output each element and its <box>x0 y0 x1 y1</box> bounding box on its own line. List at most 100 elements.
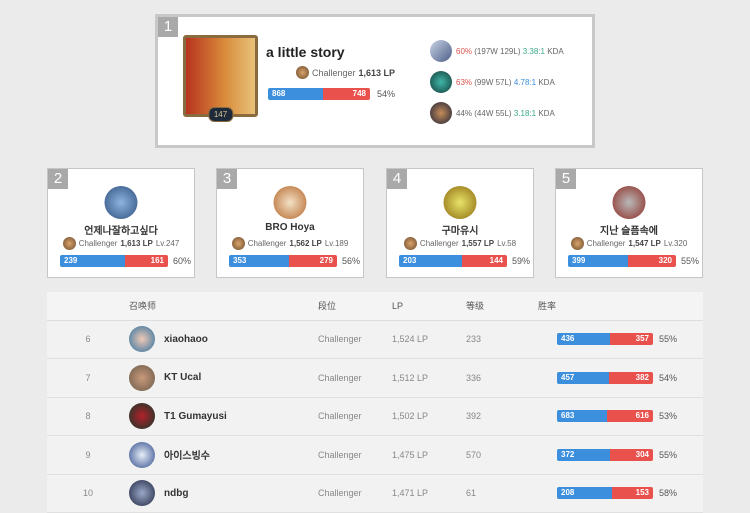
winrate: 53% <box>659 411 678 422</box>
tier-info: Challenger 1,557 LP Lv.58 <box>387 237 533 250</box>
ranking-table: 召唤师 段位 LP 等级 胜率 6 xiaohaoo Challenger 1,… <box>47 292 703 513</box>
profile-icon <box>104 186 138 219</box>
winloss-bar: 399 320 <box>568 255 676 267</box>
champion-kda: 3.38:1 <box>522 46 545 56</box>
wins-segment: 353 <box>229 255 290 267</box>
winloss-bar: 239 161 <box>60 255 168 267</box>
challenger-emblem-icon <box>231 237 245 250</box>
wins-segment: 208 <box>557 487 613 500</box>
champion-winrate: 44% <box>456 108 473 118</box>
losses-segment: 320 <box>627 255 676 267</box>
rank-badge: 5 <box>556 169 576 189</box>
losses-segment: 144 <box>462 255 507 267</box>
wins-segment: 868 <box>268 88 323 100</box>
player-card[interactable]: 4 구마유시 Challenger 1,557 LP Lv.58 203 144 59% <box>386 168 534 278</box>
challenger-emblem-icon <box>570 237 584 250</box>
summoner-name[interactable]: BRO Hoya <box>265 222 315 233</box>
lp-value: 1,562 LP <box>289 239 322 248</box>
lp-value: 1,613 LP <box>120 239 153 248</box>
champion-stat[interactable]: 44% (44W 55L) 3.18:1 KDA <box>430 102 555 124</box>
wins-segment: 203 <box>399 255 463 267</box>
table-row[interactable]: 10 ndbg Challenger 1,471 LP 61 208 153 58% <box>47 474 703 513</box>
tier-label: Challenger <box>419 239 459 248</box>
wins-segment: 436 <box>557 333 610 346</box>
summoner-name[interactable]: 지난 슬픔속에 <box>600 226 658 237</box>
table-row[interactable]: 6 xiaohaoo Challenger 1,524 LP 233 436 35… <box>47 320 703 359</box>
header-lp: LP <box>392 292 466 321</box>
winloss: 868 748 54% <box>268 88 395 100</box>
level: Lv.320 <box>663 239 688 248</box>
summoner-name[interactable]: KT Ucal <box>164 372 202 384</box>
champion-winrate: 63% <box>456 77 473 87</box>
winrate: 55% <box>659 334 678 345</box>
level: Lv.58 <box>497 239 517 248</box>
losses-segment: 382 <box>609 371 653 384</box>
winloss-bar: 683 616 <box>557 410 653 423</box>
rank: 9 <box>47 435 129 475</box>
winloss-bar: 436 357 <box>557 333 653 346</box>
table-header: 召唤师 段位 LP 等级 胜率 <box>47 292 703 321</box>
profile-icon <box>612 186 646 219</box>
winloss-bar: 203 144 <box>399 255 507 267</box>
winloss-bar: 868 748 <box>268 88 370 100</box>
summoner-name[interactable]: a little story <box>266 44 345 60</box>
wins-segment: 239 <box>60 255 125 267</box>
profile-icon <box>129 364 155 391</box>
champion-record: (44W 55L) <box>474 108 512 118</box>
summoner-name[interactable]: 아이스빙수 <box>164 451 210 463</box>
rank: 8 <box>47 397 129 436</box>
summoner-name[interactable]: xiaohaoo <box>164 333 208 345</box>
summoner-name[interactable]: T1 Gumayusi <box>164 410 227 422</box>
champion-winrate: 60% <box>456 46 473 56</box>
lp: 1,471 LP <box>392 474 466 513</box>
wins-segment: 683 <box>557 410 608 423</box>
winrate: 54% <box>377 89 396 99</box>
profile-icon: 147 <box>183 35 258 122</box>
kda-label: KDA <box>538 77 555 87</box>
level: 233 <box>466 320 538 359</box>
table-row[interactable]: 8 T1 Gumayusi Challenger 1,502 LP 392 68… <box>47 397 703 436</box>
summoner-name[interactable]: 언제나잘하고싶다 <box>84 226 158 237</box>
table-row[interactable]: 9 아이스빙수 Challenger 1,475 LP 570 372 304 55… <box>47 435 703 475</box>
wins-segment: 399 <box>568 255 628 267</box>
rank-badge: 2 <box>48 169 68 189</box>
lp: 1,502 LP <box>392 397 466 436</box>
champion-stat[interactable]: 63% (99W 57L) 4.78:1 KDA <box>430 71 555 93</box>
champion-stat[interactable]: 60% (197W 129L) 3.38:1 KDA <box>430 40 564 62</box>
rank-badge: 3 <box>217 169 237 189</box>
profile-icon <box>273 186 307 219</box>
player-card[interactable]: 2 언제나잘하고싶다 Challenger 1,613 LP Lv.247 239 1… <box>47 168 195 278</box>
champion-icon <box>430 40 452 62</box>
winloss-bar: 372 304 <box>557 448 653 461</box>
lp-value: 1,613 LP <box>358 67 396 78</box>
lp: 1,524 LP <box>392 320 466 359</box>
losses-segment: 616 <box>607 410 653 423</box>
tier: Challenger <box>318 397 392 436</box>
rank: 6 <box>47 320 129 359</box>
profile-icon <box>129 441 155 468</box>
lp-value: 1,557 LP <box>461 239 495 248</box>
tier-label: Challenger <box>78 239 118 248</box>
winrate: 54% <box>659 372 678 383</box>
lp: 1,512 LP <box>392 358 466 398</box>
top-player-card[interactable]: 1 147 a little story Challenger 1,613 LP… <box>155 14 595 148</box>
player-card[interactable]: 5 지난 슬픔속에 Challenger 1,547 LP Lv.320 399 32… <box>555 168 703 278</box>
lp: 1,475 LP <box>392 435 466 475</box>
table-row[interactable]: 7 KT Ucal Challenger 1,512 LP 336 457 382… <box>47 358 703 398</box>
level: 61 <box>466 474 538 513</box>
winloss-bar: 353 279 <box>229 255 337 267</box>
player-card[interactable]: 3 BRO Hoya Challenger 1,562 LP Lv.189 353 2… <box>216 168 364 278</box>
profile-icon <box>129 403 155 430</box>
tier-label: Challenger <box>586 239 626 248</box>
summoner-name[interactable]: 구마유시 <box>441 226 479 237</box>
header-summoner: 召唤师 <box>129 292 318 321</box>
kda-label: KDA <box>538 108 555 118</box>
tier: Challenger <box>318 320 392 359</box>
losses-segment: 304 <box>609 448 653 461</box>
lp-value: 1,547 LP <box>628 239 661 248</box>
winrate: 59% <box>512 256 531 266</box>
summoner-name[interactable]: ndbg <box>164 487 189 499</box>
tier-info: Challenger 1,562 LP Lv.189 <box>217 237 363 250</box>
rank-badge: 1 <box>158 17 178 37</box>
winrate: 58% <box>659 488 678 499</box>
